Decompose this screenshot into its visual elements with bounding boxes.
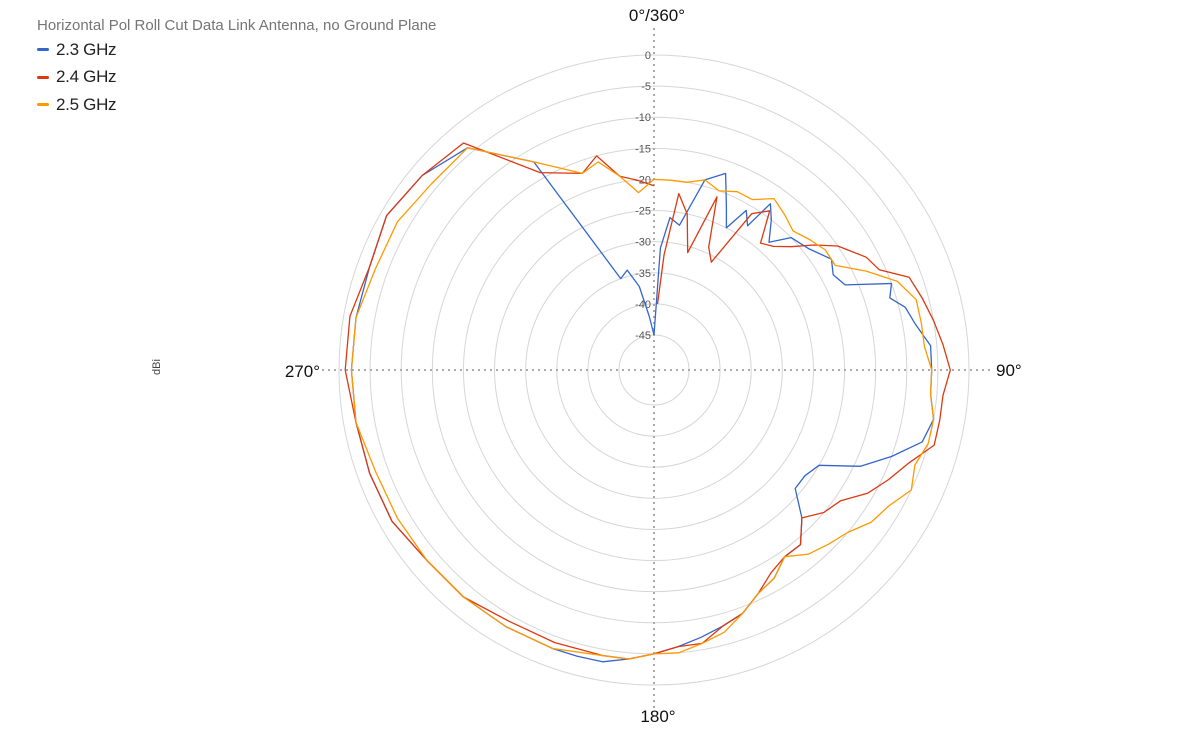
chart-title: Horizontal Pol Roll Cut Data Link Antenn… [37,17,437,34]
angle-label-270: 270° [285,362,320,381]
grid-ring [525,241,783,499]
radial-tick-label: -15 [635,143,651,155]
angle-labels: 0°/360° 90° 180° 270° [285,6,1022,726]
series-line-2-5-ghz[interactable] [350,147,935,660]
series-layer [344,142,951,663]
legend-label-2-4-ghz: 2.4 GHz [56,67,117,87]
grid-axes [322,28,990,712]
legend-label-2-3-ghz: 2.3 GHz [56,39,117,59]
radial-tick-labels: 0-5-10-15-20-25-30-35-40-45 [635,50,651,342]
angle-label-0: 0°/360° [629,6,685,25]
legend-swatch-2-5-ghz [37,103,49,107]
grid-ring [338,54,970,686]
radial-tick-label: -25 [635,206,651,218]
angle-label-180: 180° [640,707,675,726]
legend: 2.3 GHz 2.4 GHz 2.5 GHz [37,36,117,119]
grid-ring [494,210,814,530]
legend-label-2-5-ghz: 2.5 GHz [56,94,117,114]
radial-tick-label: -30 [635,237,651,249]
radial-tick-label: -35 [635,268,651,280]
series-line-2-4-ghz[interactable] [344,142,951,660]
radial-tick-label: 0 [645,50,651,62]
legend-swatch-2-4-ghz [37,75,49,79]
radial-tick-label: -5 [641,81,651,93]
legend-item[interactable]: 2.4 GHz [37,64,117,92]
legend-swatch-2-3-ghz [37,48,49,52]
legend-item[interactable]: 2.3 GHz [37,36,117,64]
radial-tick-label: -10 [635,112,651,124]
radial-tick-label: -45 [635,330,651,342]
legend-item[interactable]: 2.5 GHz [37,91,117,119]
series-line-2-3-ghz[interactable] [350,147,935,663]
radial-tick-label: -40 [635,299,651,311]
angle-label-90: 90° [996,361,1022,380]
